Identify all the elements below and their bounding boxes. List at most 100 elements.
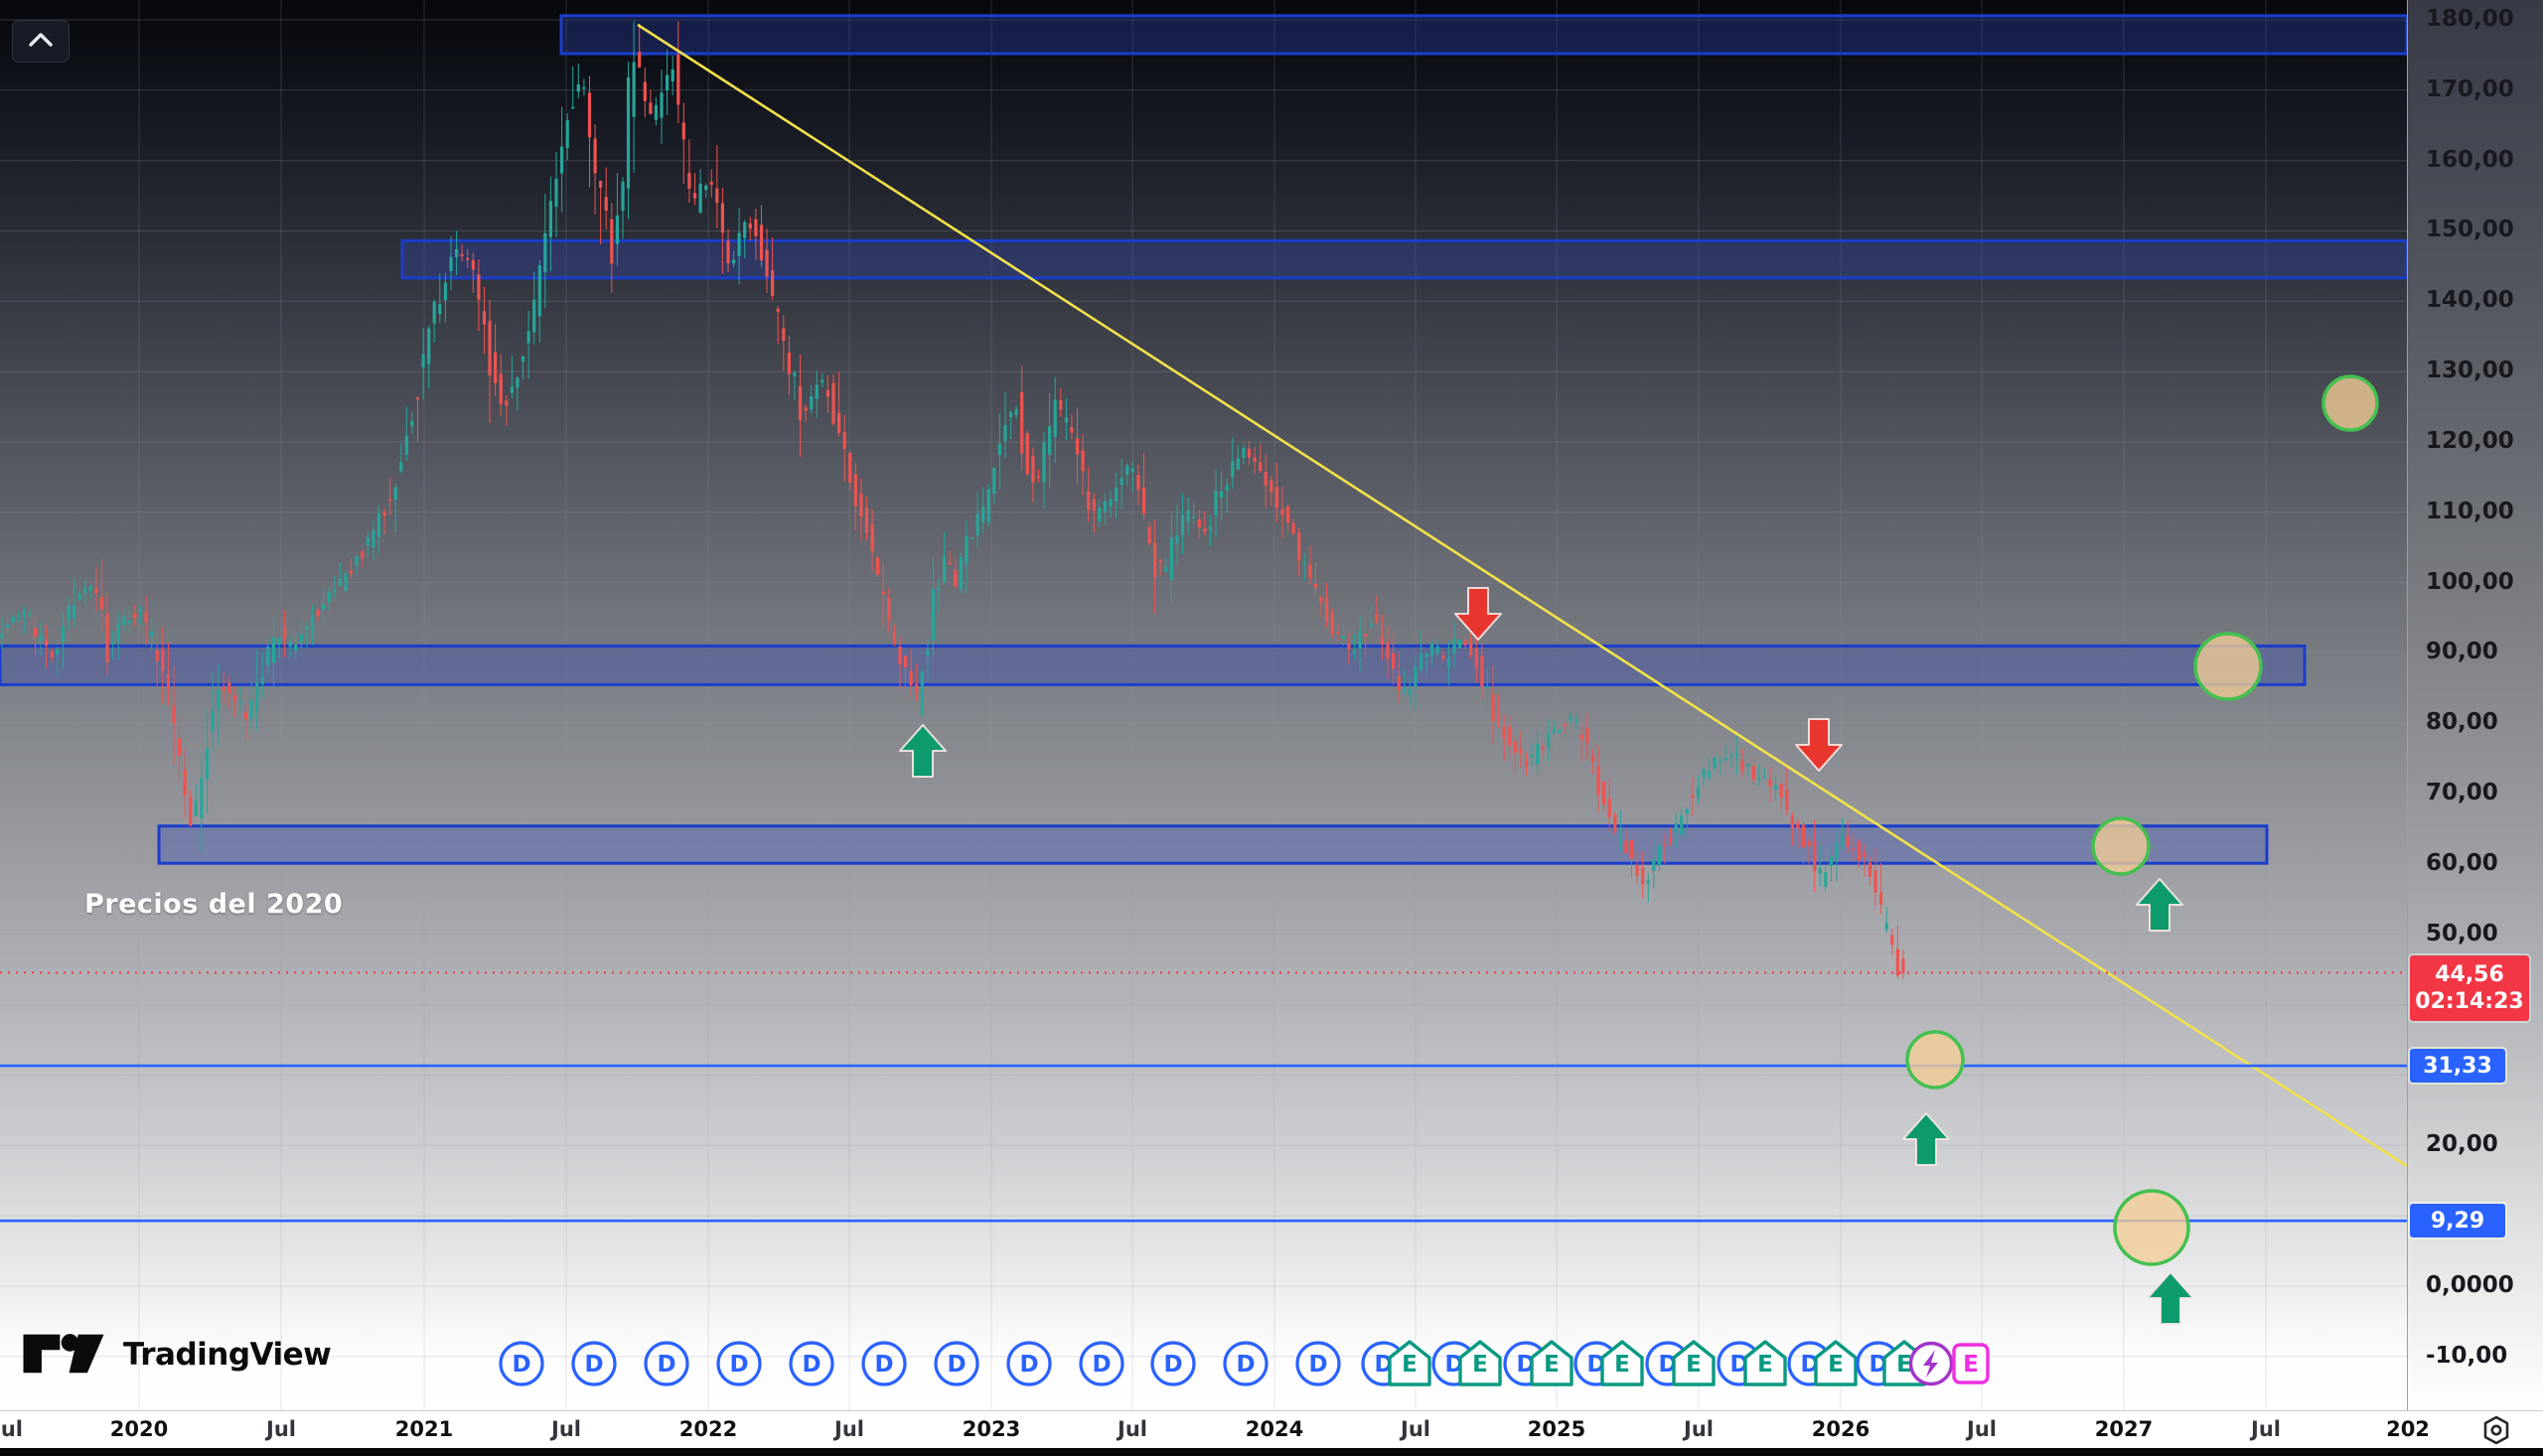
projection-circle[interactable]	[2193, 632, 2263, 701]
dividend-marker-icon[interactable]	[571, 1341, 617, 1386]
earnings-marker-icon[interactable]	[1530, 1340, 1573, 1386]
earnings-marker-icon[interactable]	[1743, 1340, 1787, 1386]
projection-circle[interactable]	[1905, 1030, 1965, 1090]
candlestick	[981, 507, 985, 523]
up-arrow-marker[interactable]	[2147, 1271, 2194, 1325]
lightning-bolt-glyph	[1923, 1350, 1938, 1378]
price-alert-badge[interactable]: 31,33	[2410, 1049, 2505, 1084]
time-label-year: 2027	[2094, 1417, 2154, 1441]
candlestick	[1746, 764, 1750, 767]
time-label-month: Jul	[0, 1417, 23, 1441]
tradingview-logo-text: TradingView	[123, 1337, 332, 1373]
projection-circle[interactable]	[2091, 816, 2151, 876]
candlestick	[1613, 814, 1617, 831]
dividend-marker-icon[interactable]	[861, 1341, 907, 1386]
dividend-marker-icon[interactable]	[934, 1341, 979, 1386]
candlestick	[804, 407, 808, 411]
candlestick	[277, 638, 281, 645]
candlestick	[1014, 409, 1018, 416]
candlestick	[482, 311, 487, 325]
candlestick	[1635, 865, 1639, 876]
candlestick	[1890, 935, 1894, 946]
candlestick	[449, 256, 453, 271]
candlestick	[1042, 442, 1046, 483]
candlestick	[1868, 862, 1872, 877]
up-arrow-marker[interactable]	[899, 724, 947, 778]
candlestick	[671, 70, 674, 81]
candlestick	[1680, 815, 1684, 835]
earnings-marker-letter: E	[1472, 1352, 1488, 1378]
candlestick	[687, 173, 691, 189]
dividend-marker-icon[interactable]	[644, 1341, 689, 1386]
earnings-marker-icon[interactable]	[1814, 1340, 1858, 1386]
down-arrow-marker[interactable]	[1795, 718, 1843, 772]
candlestick	[1064, 417, 1068, 423]
dividend-marker-icon[interactable]	[1295, 1341, 1341, 1386]
projection-circle[interactable]	[2113, 1189, 2190, 1266]
candlestick	[200, 778, 204, 818]
dividend-marker-icon[interactable]	[1150, 1341, 1196, 1386]
dividend-marker-icon[interactable]	[1079, 1341, 1124, 1386]
candlestick	[438, 304, 442, 315]
descending-trendline[interactable]	[637, 23, 2407, 1168]
candlestick	[943, 555, 947, 583]
candlestick	[1048, 426, 1052, 455]
candlestick	[787, 352, 791, 374]
down-arrow-marker[interactable]	[1454, 587, 1502, 641]
dividend-marker-icon[interactable]	[1006, 1341, 1052, 1386]
dividend-marker-icon[interactable]	[716, 1341, 762, 1386]
earnings-marker-icon[interactable]	[1672, 1340, 1716, 1386]
candlestick	[1485, 686, 1489, 688]
candlestick	[88, 586, 92, 592]
earnings-marker-icon[interactable]	[1600, 1340, 1644, 1386]
candlestick	[1590, 755, 1595, 762]
candlestick	[183, 769, 187, 797]
time-axis[interactable]: Jul 2020 Jul 2021 Jul 2022 Jul 2023 Jul 2024 Jul 20…	[0, 1410, 2543, 1449]
projection-circle[interactable]	[2321, 374, 2379, 432]
candlestick	[1846, 835, 1850, 847]
supply-zone-146[interactable]	[400, 238, 2407, 280]
price-alert-badge[interactable]: 9,29	[2410, 1204, 2505, 1238]
up-arrow-marker[interactable]	[1902, 1112, 1950, 1166]
earnings-marker-icon[interactable]	[1458, 1340, 1502, 1386]
dividend-marker-icon[interactable]	[499, 1341, 544, 1386]
price-axis[interactable]: 180,00 170,00 160,00 150,00 140,00 130,00 120,…	[2407, 0, 2543, 1410]
candlestick	[986, 489, 990, 522]
zone-88[interactable]	[0, 644, 2307, 686]
candlestick	[599, 181, 603, 188]
alt-earnings-marker-icon[interactable]	[1952, 1343, 1990, 1384]
collapse-panel-button[interactable]	[12, 20, 70, 63]
candlestick	[1829, 856, 1833, 867]
candlestick	[466, 257, 470, 260]
candlestick	[388, 499, 392, 501]
earnings-marker-icon[interactable]	[1388, 1340, 1431, 1386]
price-tick-label: 130,00	[2426, 358, 2514, 384]
candlestick	[283, 627, 287, 638]
candlestick	[455, 248, 459, 257]
zone-63[interactable]	[157, 824, 2269, 865]
candlestick	[72, 604, 76, 619]
candlestick	[217, 688, 221, 709]
candlestick	[1552, 729, 1556, 733]
candlestick	[1723, 758, 1727, 761]
candlestick	[1463, 641, 1467, 646]
candlestick	[681, 122, 685, 140]
chart-settings-icon[interactable]	[2475, 1413, 2517, 1447]
dividend-marker-letter: D	[1236, 1352, 1255, 1378]
candlestick	[1663, 844, 1667, 846]
candlestick	[732, 259, 736, 264]
candlestick	[1674, 823, 1678, 832]
candlestick	[743, 221, 747, 238]
tradingview-logo[interactable]: TradingView	[18, 1329, 332, 1381]
dividend-marker-letter: D	[1163, 1352, 1182, 1378]
candlestick	[477, 274, 481, 300]
candlestick	[1059, 400, 1063, 410]
alt-earnings-marker-letter: E	[1963, 1352, 1979, 1378]
candlestick	[516, 377, 520, 388]
supply-zone-178[interactable]	[559, 14, 2407, 56]
candlestick	[771, 270, 775, 296]
up-arrow-marker[interactable]	[2136, 878, 2183, 932]
dividend-marker-icon[interactable]	[1223, 1341, 1269, 1386]
dividend-marker-icon[interactable]	[789, 1341, 834, 1386]
